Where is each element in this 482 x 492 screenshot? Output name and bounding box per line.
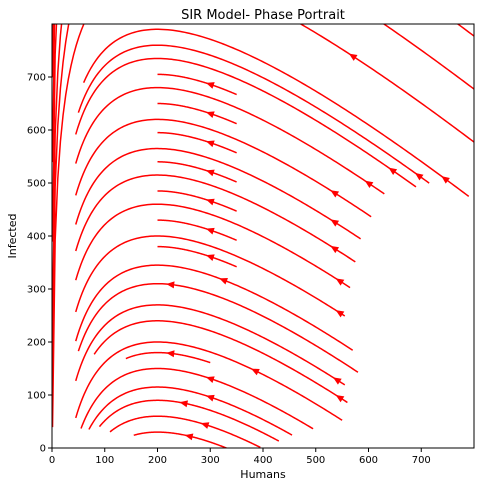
x-axis-label: Humans: [240, 468, 286, 481]
streamline-arrow-21: [330, 190, 340, 198]
x-tick-label: 0: [49, 455, 55, 466]
streamline-arrow-12: [205, 254, 215, 262]
x-tick-label: 600: [359, 455, 378, 466]
streamline-28: [52, 24, 474, 428]
streamline-4: [88, 386, 293, 436]
streamline-2: [109, 415, 261, 448]
streamline-16: [157, 190, 237, 212]
streamline-21: [75, 118, 372, 218]
streamline-5: [80, 367, 314, 430]
streamline-arrow-17: [330, 245, 340, 254]
streamline-17: [75, 174, 356, 263]
x-tick-label: 100: [95, 455, 114, 466]
y-tick-label: 300: [27, 285, 46, 296]
streamline-arrow-23: [364, 180, 374, 189]
streamline-8: [93, 320, 348, 404]
streamline-6: [125, 351, 211, 364]
streamline-3: [98, 399, 280, 442]
streamline-arrow-2: [200, 422, 210, 429]
streamline-arrow-22: [205, 111, 215, 118]
streamline-arrow-20: [205, 140, 215, 148]
streamline-arrow-4: [205, 394, 215, 402]
streamline-13: [75, 235, 346, 317]
y-tick-label: 500: [27, 179, 46, 190]
streamline-arrow-26: [414, 172, 424, 181]
streamline-10: [77, 282, 359, 373]
streamline-arrow-27: [441, 176, 450, 184]
streamline-20: [157, 131, 237, 154]
x-tick-label: 500: [306, 455, 325, 466]
streamline-24: [157, 73, 237, 96]
streamline-25: [75, 57, 417, 188]
streamline-arrow-11: [219, 277, 228, 285]
streamline-18: [157, 161, 237, 183]
streamline-arrow-25: [388, 167, 398, 176]
streamline-15: [75, 203, 351, 289]
y-tick-label: 100: [27, 391, 46, 402]
y-tick-label: 600: [27, 126, 46, 137]
streamline-1: [133, 431, 229, 448]
streamline-14: [157, 219, 237, 241]
y-tick-label: 700: [27, 73, 46, 84]
streamline-27: [82, 28, 470, 197]
streamline-11: [75, 264, 354, 351]
x-tick-label: 200: [148, 455, 167, 466]
streamline-29: [52, 24, 474, 375]
streamline-9: [75, 304, 346, 386]
streamline-12: [157, 245, 237, 268]
streamline-arrow-1: [184, 433, 194, 441]
streamline-arrow-8: [335, 394, 345, 403]
x-tick-label: 400: [253, 455, 272, 466]
streamline-arrow-6: [166, 350, 175, 358]
streamline-arrow-16: [205, 198, 215, 206]
streamline-22: [157, 102, 237, 125]
streamline-arrow-24: [205, 82, 215, 89]
streamline-arrow-14: [205, 227, 215, 235]
streamline-arrow-9: [333, 377, 342, 385]
streamline-arrow-5: [205, 376, 215, 383]
streamline-26: [77, 44, 430, 184]
chart-title: SIR Model- Phase Portrait: [181, 8, 345, 23]
x-axis-ticks: 0 100 200 300 400 500 600 700: [49, 448, 431, 466]
y-axis-ticks: 0 100 200 300 400 500 600 700: [27, 73, 52, 455]
streamline-arrow-18: [205, 169, 215, 177]
x-tick-label: 300: [201, 455, 220, 466]
y-tick-label: 0: [40, 444, 46, 455]
y-tick-label: 400: [27, 232, 46, 243]
x-tick-label: 700: [412, 455, 431, 466]
streamline-arrow-19: [330, 219, 340, 227]
streamline-arrow-10: [166, 281, 175, 289]
streamline-arrow-7: [251, 368, 260, 376]
streamlines-group: [52, 24, 474, 448]
y-axis-label: Infected: [6, 214, 19, 259]
y-tick-label: 200: [27, 338, 46, 349]
streamline-19: [75, 147, 362, 240]
streamline-arrow-28: [348, 53, 358, 61]
streamline-arrow-3: [179, 400, 189, 408]
streamline-arrow-15: [335, 278, 345, 286]
streamline-arrow-13: [335, 310, 345, 318]
streamline-23: [75, 86, 385, 195]
streamline-7: [75, 341, 343, 421]
arrowheads-group: [166, 53, 450, 441]
